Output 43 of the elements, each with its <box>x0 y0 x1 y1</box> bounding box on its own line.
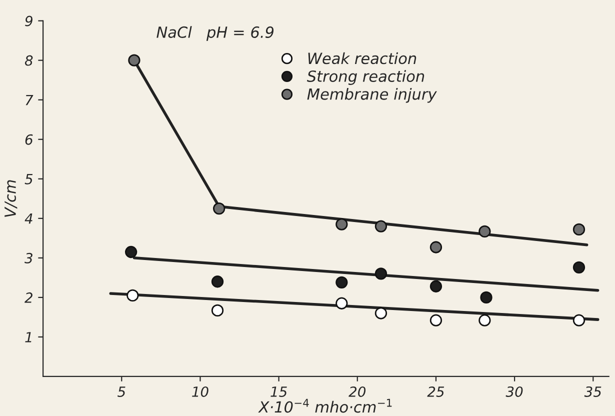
legend-label: Strong reaction <box>306 70 424 85</box>
legend-label: Weak reaction <box>308 52 416 64</box>
point <box>430 241 442 254</box>
point <box>430 280 442 292</box>
point <box>336 218 348 230</box>
x-axis-title: X·10$^{−4}$ mho·cm$^{−1}$ <box>258 398 392 413</box>
point <box>128 54 140 66</box>
annotation: NaCl pH = 6.9 <box>156 26 274 41</box>
point <box>211 304 224 317</box>
y-tick-label: 5 <box>24 174 33 184</box>
point <box>336 276 348 288</box>
point <box>374 268 388 280</box>
point <box>478 225 491 238</box>
legend-label: Membrane injury <box>307 88 437 103</box>
x-tick-label: 5 <box>117 386 126 397</box>
point <box>430 314 442 326</box>
point <box>572 261 586 274</box>
x-tick-label: 20 <box>348 386 366 397</box>
y-tick-label: 7 <box>26 94 34 106</box>
y-tick-label: 3 <box>24 252 32 264</box>
point <box>124 246 138 258</box>
y-tick-label: 1 <box>25 332 32 342</box>
x-tick-label: 25 <box>427 386 444 397</box>
point <box>478 314 491 326</box>
y-tick-label: 9 <box>25 16 32 26</box>
point <box>480 291 492 304</box>
y-tick-label: 4 <box>24 214 32 224</box>
point <box>211 276 224 288</box>
point <box>374 307 388 320</box>
point <box>213 202 226 215</box>
y-tick-label: 2 <box>24 292 32 303</box>
x-tick-label: 10 <box>192 386 208 397</box>
point <box>336 297 348 310</box>
point <box>572 223 586 236</box>
point <box>374 220 388 232</box>
x-tick-label: 30 <box>506 386 523 397</box>
y-tick-label: 8 <box>24 55 33 66</box>
x-tick-label: 15 <box>270 386 287 397</box>
point <box>572 314 586 326</box>
y-axis-title: V/cm <box>4 180 18 217</box>
x-tick-label: 35 <box>584 386 602 397</box>
point <box>126 289 139 302</box>
y-tick-label: 6 <box>25 134 33 145</box>
